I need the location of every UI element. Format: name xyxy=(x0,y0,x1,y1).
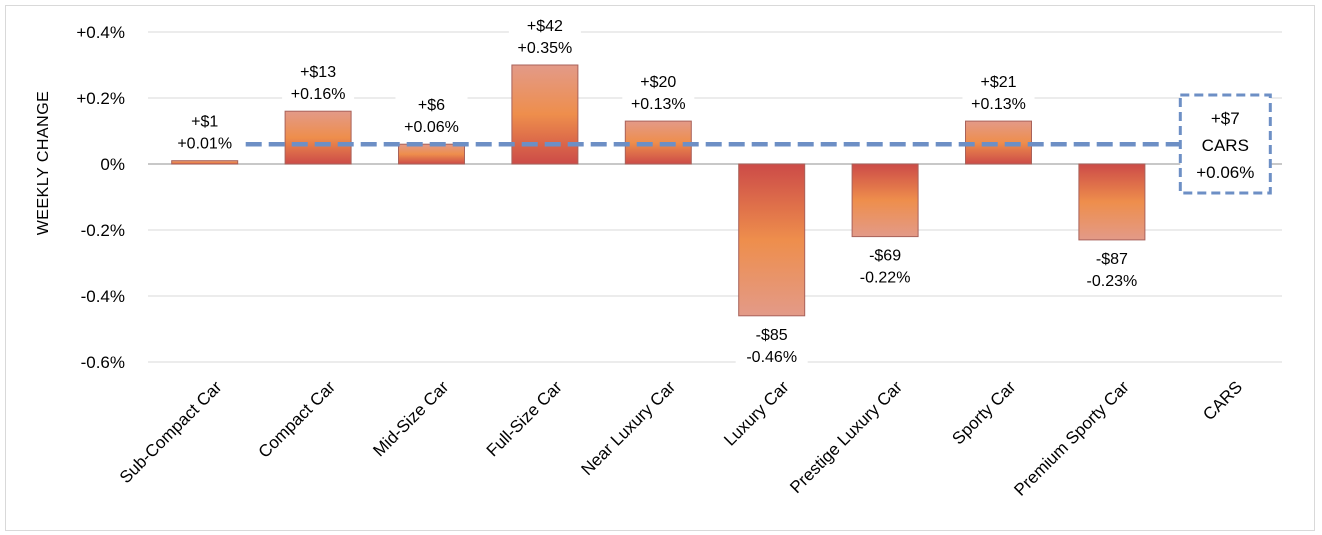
data-label-percent: +0.01% xyxy=(177,136,232,153)
x-category-label: Sub-Compact Car xyxy=(116,377,226,487)
x-category-label: Full-Size Car xyxy=(483,377,566,460)
bar-compact-car xyxy=(284,110,352,165)
data-label-background xyxy=(1075,244,1148,291)
data-label-background xyxy=(282,58,355,105)
data-label-percent: +0.06% xyxy=(404,119,459,136)
data-label-background xyxy=(508,12,581,58)
x-category-label: Premium Sporty Car xyxy=(1010,377,1133,500)
data-label-background xyxy=(962,68,1035,115)
y-axis-ticks: +0.4% +0.2% 0% -0.2% -0.4% -0.6% xyxy=(76,23,125,372)
y-tick-label: -0.6% xyxy=(81,353,125,372)
bar-mid-size-car xyxy=(398,143,465,165)
data-label: +$6 +0.06% xyxy=(395,91,468,138)
data-label: +$13 +0.16% xyxy=(282,58,355,105)
y-tick-label: -0.2% xyxy=(81,221,125,240)
data-label: +$21 +0.13% xyxy=(962,68,1035,115)
data-label-dollar: +$20 xyxy=(640,74,676,91)
data-label-percent: -0.23% xyxy=(1087,273,1138,290)
x-axis-category-labels: Sub-Compact Car Compact Car Mid-Size Car Fu… xyxy=(116,377,1246,500)
x-category-label: Mid-Size Car xyxy=(369,377,452,460)
data-label-dollar: +$21 xyxy=(980,74,1016,91)
data-label-background xyxy=(735,320,808,367)
data-labels: +$1+0.01%+$13+0.16%+$6+0.06%+$42+0.35%+$… xyxy=(168,12,1148,367)
y-tick-label: +0.2% xyxy=(76,89,125,108)
data-label-dollar: +$1 xyxy=(191,114,218,131)
data-label-dollar: +$6 xyxy=(418,97,445,114)
bar-sub-compact-car xyxy=(171,160,239,165)
data-label-percent: +0.35% xyxy=(518,40,573,57)
bar-full-size-car xyxy=(511,64,579,165)
data-label-dollar: -$87 xyxy=(1096,251,1128,268)
x-category-label: Prestige Luxury Car xyxy=(786,377,906,497)
y-axis-label: WEEKLY CHANGE xyxy=(35,91,52,236)
data-label: -$69 -0.22% xyxy=(849,241,922,288)
data-label-background xyxy=(849,241,922,288)
data-label-percent: +0.13% xyxy=(971,96,1026,113)
data-label: +$20 +0.13% xyxy=(622,68,695,115)
x-category-label: Luxury Car xyxy=(720,377,792,449)
x-category-label: Near Luxury Car xyxy=(578,377,680,479)
reference-callout-box xyxy=(1178,93,1272,195)
data-label-percent: +0.16% xyxy=(291,86,346,103)
data-label-dollar: +$42 xyxy=(527,18,563,35)
x-category-label: Sporty Car xyxy=(948,377,1019,448)
reference-line-group: +$7 CARS +0.06% xyxy=(245,93,1272,195)
bars xyxy=(171,64,1146,317)
data-label-dollar: -$69 xyxy=(869,248,901,265)
bar-prestige-luxury-car xyxy=(851,163,919,238)
data-label-dollar: +$13 xyxy=(300,64,336,81)
y-tick-label: -0.4% xyxy=(81,287,125,306)
x-category-label: CARS xyxy=(1199,377,1246,424)
data-label: +$1 +0.01% xyxy=(168,107,241,154)
bar-premium-sporty-car xyxy=(1078,163,1146,241)
reference-callout-text: +$7 xyxy=(1211,109,1240,128)
bar-near-luxury-car xyxy=(624,120,692,165)
data-label-background xyxy=(622,68,695,115)
data-label: -$85 -0.46% xyxy=(735,320,808,367)
data-label-background xyxy=(395,91,468,138)
data-label-percent: -0.46% xyxy=(746,349,797,366)
bar-luxury-car xyxy=(738,163,806,317)
bar-sporty-car xyxy=(965,120,1032,165)
data-label-percent: +0.13% xyxy=(631,96,686,113)
y-tick-label: +0.4% xyxy=(76,23,125,42)
y-tick-label: 0% xyxy=(100,155,125,174)
data-label: -$87 -0.23% xyxy=(1075,244,1148,291)
reference-callout-text: +0.06% xyxy=(1196,163,1254,182)
data-label: +$42 +0.35% xyxy=(508,12,581,58)
data-label-dollar: -$85 xyxy=(756,327,788,344)
reference-callout-text: CARS xyxy=(1202,136,1249,155)
data-label-background xyxy=(168,107,241,154)
x-category-label: Compact Car xyxy=(255,377,339,461)
data-label-percent: -0.22% xyxy=(860,270,911,287)
